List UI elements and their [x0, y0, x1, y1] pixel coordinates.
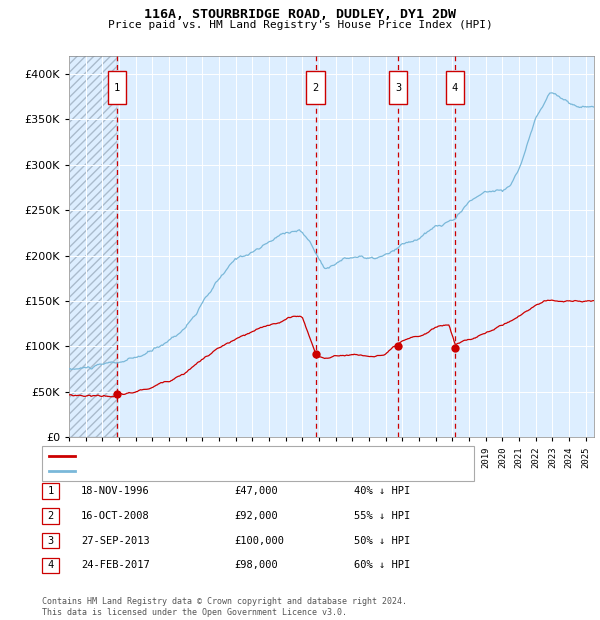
Text: £100,000: £100,000 [234, 536, 284, 546]
Bar [389, 71, 407, 104]
Text: £47,000: £47,000 [234, 486, 278, 496]
Bar [69, 56, 117, 437]
Bar [108, 71, 126, 104]
Text: 60% ↓ HPI: 60% ↓ HPI [354, 560, 410, 570]
Text: 2: 2 [47, 511, 53, 521]
Text: 1: 1 [114, 82, 120, 92]
Bar [307, 71, 325, 104]
Text: Price paid vs. HM Land Registry's House Price Index (HPI): Price paid vs. HM Land Registry's House … [107, 20, 493, 30]
Text: 1: 1 [47, 486, 53, 496]
Bar [446, 71, 464, 104]
Text: 40% ↓ HPI: 40% ↓ HPI [354, 486, 410, 496]
Text: 18-NOV-1996: 18-NOV-1996 [81, 486, 150, 496]
Text: 2: 2 [313, 82, 319, 92]
Text: Contains HM Land Registry data © Crown copyright and database right 2024.
This d: Contains HM Land Registry data © Crown c… [42, 598, 407, 617]
Text: 3: 3 [47, 536, 53, 546]
Text: HPI: Average price, detached house, Dudley: HPI: Average price, detached house, Dudl… [79, 466, 326, 476]
Text: 116A, STOURBRIDGE ROAD, DUDLEY, DY1 2DW: 116A, STOURBRIDGE ROAD, DUDLEY, DY1 2DW [144, 8, 456, 21]
Text: £98,000: £98,000 [234, 560, 278, 570]
Text: 3: 3 [395, 82, 401, 92]
Text: 4: 4 [47, 560, 53, 570]
Text: 24-FEB-2017: 24-FEB-2017 [81, 560, 150, 570]
Text: 116A, STOURBRIDGE ROAD, DUDLEY, DY1 2DW (detached house): 116A, STOURBRIDGE ROAD, DUDLEY, DY1 2DW … [79, 451, 408, 461]
Text: 50% ↓ HPI: 50% ↓ HPI [354, 536, 410, 546]
Text: 16-OCT-2008: 16-OCT-2008 [81, 511, 150, 521]
Text: 4: 4 [452, 82, 458, 92]
Text: 27-SEP-2013: 27-SEP-2013 [81, 536, 150, 546]
Text: £92,000: £92,000 [234, 511, 278, 521]
Text: 55% ↓ HPI: 55% ↓ HPI [354, 511, 410, 521]
